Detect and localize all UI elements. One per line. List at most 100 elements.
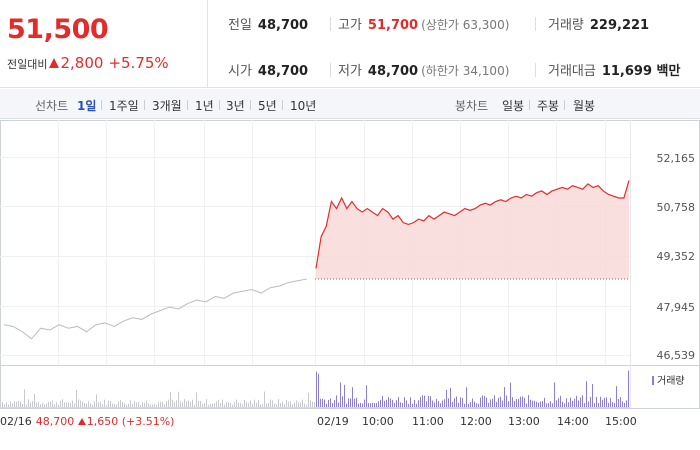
up-triangle-icon <box>49 58 60 68</box>
stat-label: 거래대금 <box>548 64 596 79</box>
volume-bar <box>154 403 155 407</box>
volume-bar <box>156 404 157 407</box>
volume-bar <box>604 397 605 407</box>
volume-bar <box>542 400 543 407</box>
volume-bar <box>476 403 477 407</box>
volume-bar <box>338 402 339 407</box>
volume-bar <box>574 398 575 407</box>
volume-bar <box>32 400 33 407</box>
volume-bar <box>348 398 349 407</box>
volume-bar <box>94 401 95 407</box>
volume-bar <box>10 401 11 407</box>
period-tab-1y[interactable]: 1년 <box>195 99 214 113</box>
volume-bar <box>272 400 273 407</box>
volume-bar <box>134 401 135 407</box>
price-chart: 52,165 50,758 49,352 47,945 46,539 거래량 0… <box>0 120 700 450</box>
volume-bar <box>580 397 581 407</box>
volume-bar <box>612 402 613 407</box>
volume-bar <box>14 401 15 407</box>
x-tick-label: 11:00 <box>412 415 444 428</box>
volume-bar <box>534 400 535 407</box>
period-tab-5y[interactable]: 5년 <box>258 99 277 113</box>
volume-bar <box>496 401 497 407</box>
volume-bar <box>178 391 179 407</box>
volume-bar <box>538 402 539 407</box>
previous-day-change-pct: (+3.51%) <box>121 415 175 428</box>
stat-label: 전일 <box>228 18 252 33</box>
volume-bar <box>524 397 525 407</box>
volume-bar <box>204 403 205 407</box>
candle-tab-monthly[interactable]: 월봉 <box>573 99 596 113</box>
volume-bar <box>358 403 359 407</box>
volume-bar <box>520 396 521 407</box>
volume-bar <box>104 399 105 407</box>
volume-bar <box>602 399 603 407</box>
volume-bar <box>70 403 71 407</box>
volume-bar <box>46 403 47 407</box>
quote-stats: 전일 48,700 고가 51,700 (상한가 63,300) 거래량 229,221… <box>209 0 700 88</box>
change-label: 전일대비 <box>7 58 48 71</box>
volume-bar <box>528 395 529 407</box>
volume-bar <box>386 399 387 407</box>
candle-tab-daily[interactable]: 일봉 <box>502 99 525 113</box>
volume-bar <box>376 403 377 407</box>
volume-bar <box>446 389 447 407</box>
volume-bar <box>536 401 537 407</box>
volume-bar <box>304 403 305 407</box>
volume-bar <box>278 399 279 407</box>
volume-bar <box>384 400 385 407</box>
period-tab-1w[interactable]: 1주일 <box>109 99 139 113</box>
stat-label: 고가 <box>338 18 362 33</box>
volume-bar <box>312 401 313 407</box>
x-tick-label: 15:00 <box>605 415 637 428</box>
x-tick-label: 14:00 <box>557 415 589 428</box>
volume-bar <box>26 404 27 407</box>
volume-bar <box>34 393 35 407</box>
volume-bar <box>426 401 427 407</box>
volume-bar <box>236 399 237 407</box>
volume-bar <box>628 370 629 407</box>
volume-bar <box>40 404 41 407</box>
volume-bar <box>576 395 577 407</box>
period-tab-3m[interactable]: 3개월 <box>152 99 182 113</box>
chart-canvas <box>0 120 700 409</box>
volume-bar <box>4 404 5 407</box>
previous-day-series <box>3 278 308 340</box>
volume-bar <box>256 402 257 407</box>
volume-bar <box>594 403 595 407</box>
volume-bar <box>140 404 141 407</box>
volume-bar <box>396 400 397 407</box>
candle-tab-weekly[interactable]: 주봉 <box>537 99 560 113</box>
previous-day-label: 02/16 48,700 1,650 (+3.51%) <box>0 415 174 428</box>
period-tab-1d[interactable]: 1일 <box>77 99 97 113</box>
volume-bar <box>108 400 109 407</box>
stat-value: 229,221 <box>589 18 650 33</box>
volume-bar <box>564 403 565 407</box>
volume-bar <box>346 403 347 407</box>
change-row: 전일대비 2,800 +5.75% <box>7 54 169 72</box>
volume-bar <box>462 398 463 407</box>
volume-bar <box>478 403 479 407</box>
volume-bar <box>548 403 549 407</box>
volume-bar <box>254 399 255 407</box>
volume-bar <box>466 387 467 407</box>
volume-bar <box>218 400 219 407</box>
volume-bar <box>606 397 607 407</box>
volume-bar <box>412 403 413 407</box>
volume-bar <box>600 396 601 407</box>
volume-bar <box>546 403 547 407</box>
volume-bar <box>52 400 53 407</box>
volume-bar <box>450 387 451 407</box>
stat-volume: 거래량 229,221 <box>548 14 649 33</box>
volume-bar <box>100 401 101 407</box>
divider <box>250 100 251 110</box>
volume-bar <box>286 400 287 407</box>
volume-bar <box>622 401 623 407</box>
y-tick-label: 47,945 <box>656 301 696 314</box>
volume-bar <box>208 404 209 407</box>
period-tab-3y[interactable]: 3년 <box>226 99 245 113</box>
x-tick-label: 02/19 <box>317 415 349 428</box>
period-tab-10y[interactable]: 10년 <box>290 99 317 113</box>
volume-bar <box>116 404 117 407</box>
volume-bar <box>66 402 67 407</box>
